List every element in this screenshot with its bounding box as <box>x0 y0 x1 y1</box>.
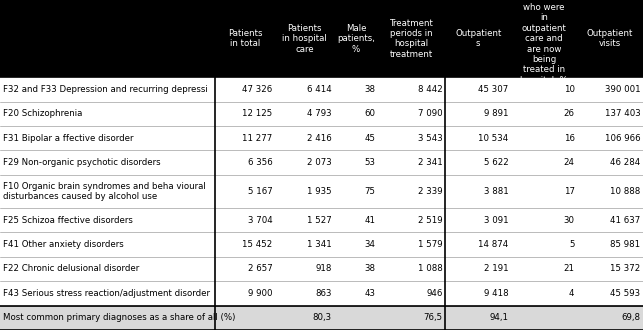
Text: 946: 946 <box>426 289 442 298</box>
Text: 863: 863 <box>315 289 332 298</box>
Text: 80,3: 80,3 <box>312 313 332 322</box>
Text: F10 Organic brain syndromes and beha vioural
disturbances caused by alcohol use: F10 Organic brain syndromes and beha vio… <box>3 182 205 201</box>
Text: 46 284: 46 284 <box>610 158 640 167</box>
Text: 43: 43 <box>364 289 376 298</box>
Text: 2 191: 2 191 <box>484 264 509 274</box>
Text: 6 356: 6 356 <box>248 158 273 167</box>
Text: 1 527: 1 527 <box>307 215 332 225</box>
Text: 41: 41 <box>364 215 376 225</box>
Text: 75: 75 <box>364 187 376 196</box>
Text: 11 277: 11 277 <box>242 134 273 143</box>
Bar <box>0 150 643 175</box>
Text: Patients
in hospital
care: Patients in hospital care <box>282 24 327 53</box>
Text: 1 935: 1 935 <box>307 187 332 196</box>
Text: 1 341: 1 341 <box>307 240 332 249</box>
Text: 2 339: 2 339 <box>418 187 442 196</box>
Text: F31 Bipolar a ffective disorder: F31 Bipolar a ffective disorder <box>3 134 133 143</box>
Text: 3 543: 3 543 <box>418 134 442 143</box>
Bar <box>0 208 643 232</box>
Text: Most common primary diagnoses as a share of all (%): Most common primary diagnoses as a share… <box>3 313 235 322</box>
Bar <box>0 281 643 306</box>
Text: 918: 918 <box>316 264 332 274</box>
Text: 4 793: 4 793 <box>307 109 332 118</box>
Text: 14 874: 14 874 <box>478 240 509 249</box>
Text: 6 414: 6 414 <box>307 85 332 94</box>
Text: 69,8: 69,8 <box>621 313 640 322</box>
Text: 2 073: 2 073 <box>307 158 332 167</box>
Text: 34: 34 <box>364 240 376 249</box>
Text: F29 Non-organic psychotic disorders: F29 Non-organic psychotic disorders <box>3 158 160 167</box>
Text: 10: 10 <box>563 85 575 94</box>
Text: 9 418: 9 418 <box>484 289 509 298</box>
Text: 24: 24 <box>563 158 575 167</box>
Text: 7 090: 7 090 <box>418 109 442 118</box>
Text: 390 001: 390 001 <box>605 85 640 94</box>
Text: 2 657: 2 657 <box>248 264 273 274</box>
Bar <box>0 306 643 330</box>
Text: 9 900: 9 900 <box>248 289 273 298</box>
Text: F43 Serious stress reaction/adjustment disorder: F43 Serious stress reaction/adjustment d… <box>3 289 210 298</box>
Bar <box>0 232 643 257</box>
Text: 5 622: 5 622 <box>484 158 509 167</box>
Text: F41 Other anxiety disorders: F41 Other anxiety disorders <box>3 240 123 249</box>
Text: 41 637: 41 637 <box>610 215 640 225</box>
Text: 30: 30 <box>563 215 575 225</box>
Text: 12 125: 12 125 <box>242 109 273 118</box>
Text: 10 888: 10 888 <box>610 187 640 196</box>
Text: Outpatient
visits: Outpatient visits <box>587 29 633 48</box>
Text: 85 981: 85 981 <box>610 240 640 249</box>
Text: 106 966: 106 966 <box>605 134 640 143</box>
Text: Treatment
periods in
hospital
treatment: Treatment periods in hospital treatment <box>390 18 433 59</box>
Text: 3 704: 3 704 <box>248 215 273 225</box>
Text: 17: 17 <box>563 187 575 196</box>
Bar <box>0 102 643 126</box>
Text: 16: 16 <box>563 134 575 143</box>
Text: 3 091: 3 091 <box>484 215 509 225</box>
Text: 26: 26 <box>563 109 575 118</box>
Text: 15 452: 15 452 <box>242 240 273 249</box>
Text: 45: 45 <box>364 134 376 143</box>
Text: 1 579: 1 579 <box>418 240 442 249</box>
Text: 1 088: 1 088 <box>418 264 442 274</box>
Text: 5: 5 <box>569 240 575 249</box>
Bar <box>0 126 643 150</box>
Text: 15 372: 15 372 <box>610 264 640 274</box>
Text: F32 and F33 Depression and recurring depressi: F32 and F33 Depression and recurring dep… <box>3 85 207 94</box>
Text: Male
patients,
%: Male patients, % <box>337 24 375 53</box>
Text: 38: 38 <box>364 264 376 274</box>
Bar <box>0 257 643 281</box>
Text: F20 Schizophrenia: F20 Schizophrenia <box>3 109 82 118</box>
Text: 4: 4 <box>569 289 575 298</box>
Text: 47 326: 47 326 <box>242 85 273 94</box>
Text: F22 Chronic delusional disorder: F22 Chronic delusional disorder <box>3 264 139 274</box>
Bar <box>0 77 643 102</box>
Text: Outpatient
s: Outpatient s <box>455 29 502 48</box>
Text: 45 307: 45 307 <box>478 85 509 94</box>
Text: F25 Schizoa ffective disorders: F25 Schizoa ffective disorders <box>3 215 132 225</box>
Text: 38: 38 <box>364 85 376 94</box>
Text: 9 891: 9 891 <box>484 109 509 118</box>
Text: 8 442: 8 442 <box>418 85 442 94</box>
Text: 2 416: 2 416 <box>307 134 332 143</box>
Text: 2 341: 2 341 <box>418 158 442 167</box>
Text: 10 534: 10 534 <box>478 134 509 143</box>
Text: 21: 21 <box>563 264 575 274</box>
Text: 137 403: 137 403 <box>604 109 640 118</box>
Text: 53: 53 <box>364 158 376 167</box>
Text: 76,5: 76,5 <box>424 313 442 322</box>
Text: 5 167: 5 167 <box>248 187 273 196</box>
Text: 45 593: 45 593 <box>610 289 640 298</box>
Text: 3 881: 3 881 <box>484 187 509 196</box>
Text: 60: 60 <box>364 109 376 118</box>
Text: Patients
in total: Patients in total <box>228 29 262 48</box>
Text: Patients
who were
in
outpatient
care and
are now
being
treated in
hospital, %: Patients who were in outpatient care and… <box>520 0 568 85</box>
Text: 2 519: 2 519 <box>418 215 442 225</box>
Text: 94,1: 94,1 <box>489 313 509 322</box>
